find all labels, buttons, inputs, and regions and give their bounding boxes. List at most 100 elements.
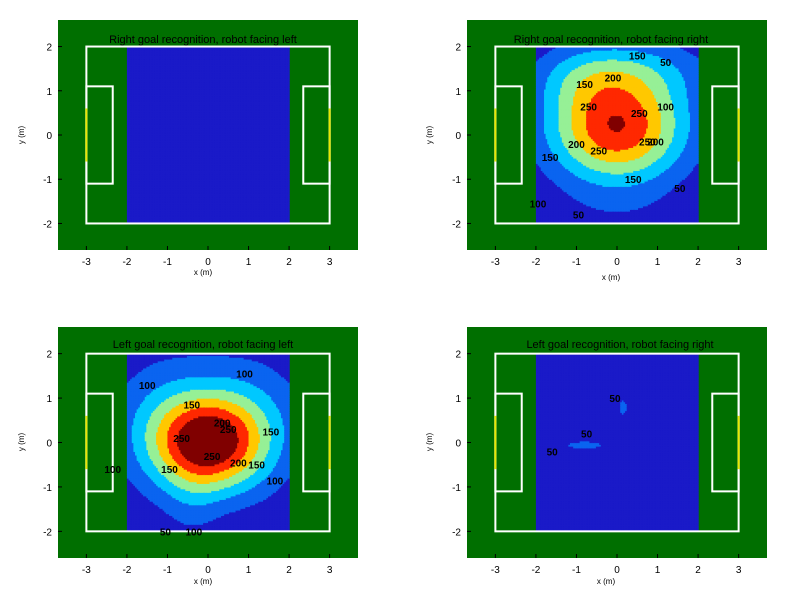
heat-cell — [133, 150, 136, 154]
heat-cell — [126, 129, 130, 133]
heat-cell — [135, 212, 138, 216]
heat-cell — [148, 165, 151, 168]
heat-cell — [128, 193, 131, 196]
heat-cell — [148, 64, 151, 67]
heat-cell — [149, 69, 152, 72]
heat-cell — [154, 196, 157, 200]
heat-cell — [135, 182, 138, 186]
heat-cell — [148, 168, 151, 171]
heat-cell — [139, 170, 143, 173]
heat-cell — [157, 50, 160, 53]
heat-cell — [143, 216, 146, 219]
heat-cell — [154, 94, 157, 97]
heat-cell — [157, 163, 160, 166]
heat-cell — [133, 143, 136, 147]
heat-cell — [128, 177, 131, 180]
heat-cell — [126, 177, 130, 180]
heat-cell — [126, 181, 130, 184]
heat-cell — [154, 145, 157, 148]
heat-cell — [151, 129, 154, 133]
heat-cell — [128, 119, 131, 122]
heat-cell — [130, 186, 133, 189]
heat-cell — [141, 145, 144, 148]
heat-cell — [135, 126, 138, 129]
heat-cell — [135, 104, 138, 108]
heat-cell — [143, 120, 146, 124]
heat-cell — [138, 195, 141, 198]
heat-cell — [156, 92, 159, 95]
heat-cell — [156, 145, 159, 148]
heat-cell — [144, 66, 147, 69]
heat-cell — [128, 46, 131, 49]
heat-cell — [143, 140, 146, 143]
heat-cell — [149, 152, 152, 156]
heat-cell — [146, 138, 149, 141]
heat-cell — [143, 170, 146, 173]
heat-cell — [152, 99, 156, 102]
heat-cell — [131, 66, 134, 69]
heat-cell — [152, 154, 156, 157]
heat-cell — [133, 175, 136, 179]
heat-cell — [157, 216, 160, 219]
heat-cell — [146, 69, 149, 72]
heat-cell — [133, 80, 136, 83]
heat-cell — [154, 209, 157, 212]
heat-cell — [128, 99, 131, 102]
heat-cell — [135, 80, 138, 83]
heat-cell — [139, 214, 143, 217]
heat-cell — [133, 51, 136, 55]
heat-cell — [139, 113, 143, 117]
heat-cell — [151, 55, 154, 58]
heat-cell — [128, 150, 131, 154]
heat-cell — [154, 205, 157, 209]
heat-cell — [139, 67, 143, 71]
heat-cell — [151, 158, 154, 161]
heat-cell — [141, 188, 144, 191]
heat-cell — [131, 101, 134, 104]
heat-cell — [148, 219, 151, 223]
heat-cell — [136, 120, 139, 124]
heat-cell — [156, 133, 159, 136]
heat-cell — [143, 66, 146, 69]
heat-cell — [135, 106, 138, 110]
heat-cell — [151, 92, 154, 95]
heat-cell — [139, 168, 143, 171]
heat-cell — [156, 58, 159, 62]
heat-cell — [156, 218, 159, 221]
heat-cell — [154, 117, 157, 120]
heat-cell — [154, 182, 157, 186]
heat-cell — [130, 196, 133, 200]
heat-cell — [133, 172, 136, 175]
heat-cell — [138, 135, 141, 138]
heat-cell — [157, 51, 160, 55]
heat-cell — [149, 62, 152, 65]
heat-cell — [156, 205, 159, 209]
heat-cell — [130, 142, 133, 145]
heat-cell — [149, 181, 152, 184]
heat-cell — [146, 181, 149, 184]
heat-cell — [126, 131, 130, 134]
heat-cell — [148, 80, 151, 83]
heat-cell — [146, 170, 149, 173]
heat-cell — [156, 69, 159, 72]
heat-cell — [139, 108, 143, 111]
heat-cell — [157, 188, 160, 191]
heat-cell — [151, 211, 154, 214]
heat-cell — [126, 170, 130, 173]
heat-cell — [128, 209, 131, 212]
heat-cell — [144, 81, 147, 85]
heat-cell — [130, 50, 133, 53]
heat-cell — [149, 173, 152, 177]
heat-cell — [144, 170, 147, 173]
heat-cell — [154, 163, 157, 166]
heat-cell — [131, 46, 134, 49]
heat-cell — [138, 179, 141, 182]
heat-cell — [135, 184, 138, 187]
heat-cell — [141, 161, 144, 164]
heat-cell — [143, 211, 146, 214]
heat-cell — [148, 133, 151, 136]
heat-cell — [152, 204, 156, 207]
heat-cell — [149, 177, 152, 180]
heat-cell — [154, 74, 157, 78]
heat-cell — [146, 212, 149, 216]
